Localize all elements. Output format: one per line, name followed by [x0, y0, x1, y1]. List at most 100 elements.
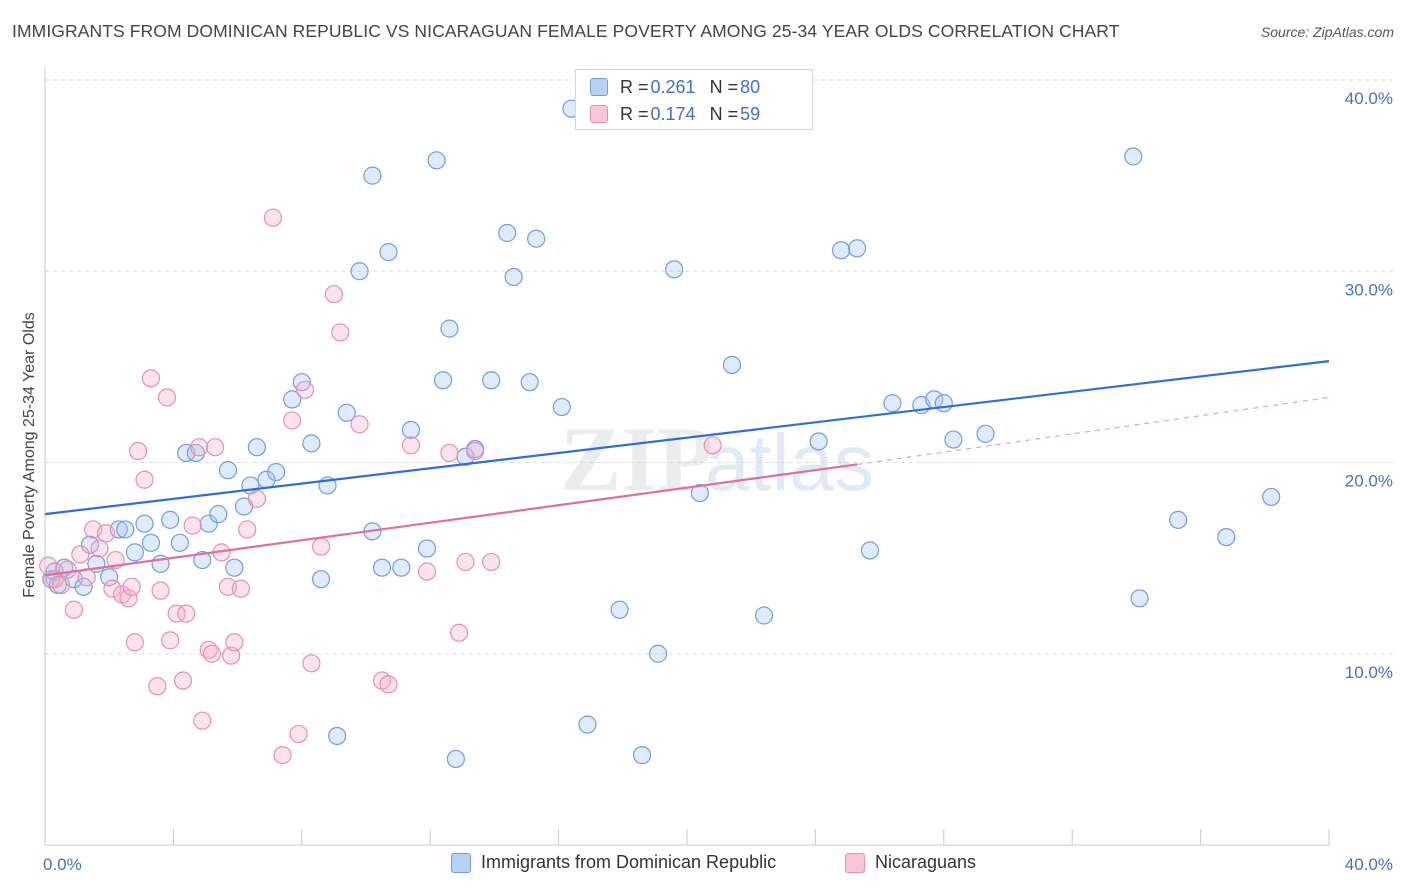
nicaraguan-point [350, 415, 369, 434]
nicaraguan-point [202, 644, 222, 663]
r-label: R = [620, 103, 649, 124]
x-tick-label: 40.0% [1345, 855, 1393, 874]
dominican-point [665, 260, 684, 279]
dominican-point [100, 568, 119, 587]
x-tick-label: 0.0% [43, 855, 82, 874]
dominican-point [1262, 487, 1281, 507]
dominican-point [944, 430, 963, 449]
legend-item-dominican[interactable]: Immigrants from Dominican Republic [451, 852, 776, 873]
nicaraguan-point [324, 285, 343, 304]
dominican-point [1169, 510, 1188, 529]
dominican-point [116, 520, 135, 539]
nicaraguan-point [482, 552, 501, 572]
nicaraguan-swatch [590, 105, 608, 123]
dominican-trend-line [44, 360, 1330, 516]
dominican-point [504, 267, 523, 287]
stats-row-nicaraguan: R = 0.174 N = 59 [590, 103, 760, 125]
tick-labels: 10.0% 20.0% 30.0% 40.0% 0.0% 40.0% [43, 89, 1393, 874]
dominican-point [976, 424, 995, 443]
nicaraguan-point [90, 539, 109, 558]
dominican-point [125, 543, 144, 562]
dominican-point [690, 484, 709, 503]
watermark-atlas: atlas [705, 418, 874, 507]
chart-source: Source: ZipAtlas.com [1260, 24, 1394, 40]
nicaraguan-point [401, 436, 421, 455]
nicaraguan-point [331, 323, 350, 342]
dominican-point [74, 577, 93, 596]
dominican-point [427, 151, 446, 170]
nicaraguan-point [703, 436, 722, 455]
nicaraguan-point [273, 746, 292, 765]
nicaraguan-point [51, 575, 71, 595]
dominican-point [372, 558, 392, 577]
dominican-point [193, 550, 212, 570]
dominican-point [482, 371, 501, 390]
n-label: N = [709, 76, 739, 97]
dominican-point [520, 373, 539, 392]
nicaraguan-point [247, 489, 266, 508]
dominican-point [552, 397, 571, 417]
dominican-point [831, 241, 851, 260]
y-tick-label: 10.0% [1345, 663, 1393, 682]
nicaraguan-point [466, 441, 485, 461]
dominican-point [722, 355, 742, 375]
dominican-point [1217, 527, 1236, 547]
dominican-point [328, 726, 347, 746]
nicaraguan-point [177, 604, 196, 623]
nicaraguan-point [440, 443, 459, 463]
dominican-point [754, 606, 774, 625]
nicaraguan-point [183, 516, 202, 535]
nicaraguan-point [193, 711, 212, 730]
dominican-point [161, 510, 180, 529]
dominican-point [860, 541, 880, 560]
dominican-point [848, 239, 867, 258]
dominican-point [1124, 147, 1143, 166]
nicaraguan-point [161, 631, 180, 650]
y-tick-label: 40.0% [1345, 89, 1393, 108]
dominican-point [809, 432, 828, 451]
n-value-nicaraguan: 59 [740, 103, 761, 124]
nicaraguan-point [295, 380, 315, 399]
nicaraguan-point [71, 545, 90, 564]
nicaraguan-point [456, 552, 475, 572]
nicaraguan-point [206, 438, 225, 457]
dominican-point [632, 746, 652, 765]
nicaraguan-point [96, 524, 116, 543]
nicaraguan-point [417, 562, 437, 581]
nicaraguan-point [151, 581, 170, 600]
chart-title: IMMIGRANTS FROM DOMINICAN REPUBLIC VS NI… [12, 21, 1120, 41]
y-tick-label: 20.0% [1345, 472, 1393, 491]
watermark-zip: ZIP [560, 408, 713, 510]
dominican-point [247, 438, 266, 457]
dominican-point [417, 539, 437, 558]
dominican-point [225, 558, 244, 577]
trend-lines [44, 360, 1330, 577]
watermark: ZIP atlas [560, 408, 874, 510]
nicaraguan-trend-line [44, 463, 858, 577]
dominican-point [363, 166, 382, 185]
r-value-nicaraguan: 0.174 [650, 103, 696, 124]
dominican-point [170, 533, 189, 552]
dominican-point [392, 558, 411, 577]
n-value-dominican: 80 [740, 76, 761, 97]
dominican-point [440, 319, 459, 338]
dominican-point [350, 262, 369, 281]
r-value-dominican: 0.261 [650, 76, 696, 97]
dominican-point [401, 420, 421, 440]
nicaraguan-point [263, 208, 283, 227]
dominican-point [302, 434, 321, 453]
nicaraguan-point [189, 438, 209, 457]
dominican-point [498, 223, 517, 243]
series-legend: Immigrants from Dominican Republic Nicar… [0, 852, 1406, 878]
nicaraguan-point [119, 589, 138, 608]
nicaraguan-point [222, 646, 241, 665]
y-tick-label: 30.0% [1345, 280, 1393, 299]
dominican-point [141, 533, 161, 552]
n-label: N = [709, 103, 739, 124]
legend-item-nicaraguan[interactable]: Nicaraguans [845, 852, 976, 873]
nicaraguan-point [283, 411, 302, 430]
dominican-point [267, 462, 286, 482]
dominican-point [883, 394, 902, 413]
gridlines [45, 79, 1395, 655]
